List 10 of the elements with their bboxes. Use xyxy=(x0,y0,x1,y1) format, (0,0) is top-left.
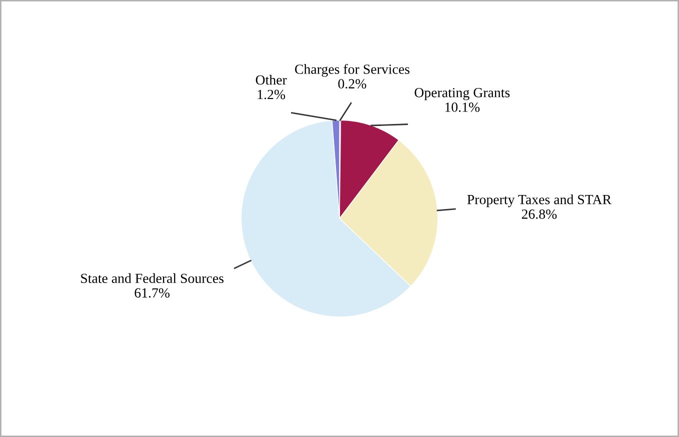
data-label: 1.2% xyxy=(258,90,286,100)
slice-label: Property Taxes and STAR xyxy=(467,194,612,208)
slice-label: Charges for Services xyxy=(295,64,410,77)
slice-label: Operating Grants xyxy=(414,88,510,100)
slice-label: Other xyxy=(256,74,287,85)
data-label: 0.2% xyxy=(338,79,366,89)
data-label: 26.8% xyxy=(522,209,557,219)
data-label: 10.1% xyxy=(445,102,480,112)
data-label: 61.7% xyxy=(134,288,170,298)
slice-label: State and Federal Sources xyxy=(81,273,224,284)
